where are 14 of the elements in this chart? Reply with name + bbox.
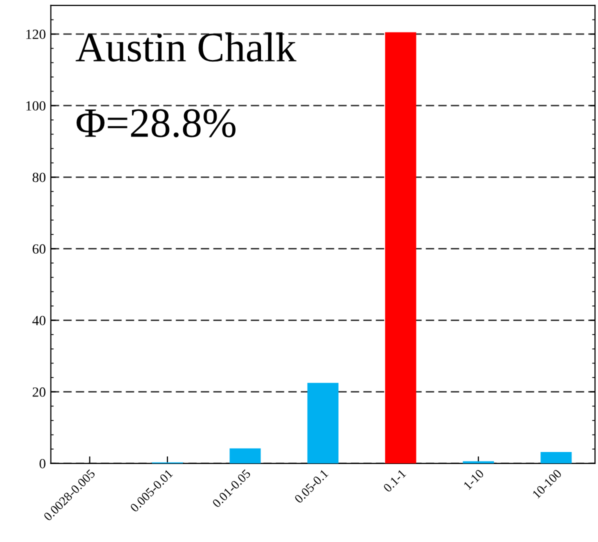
y-tick-label: 60 <box>32 244 46 254</box>
y-tick-label: 100 <box>26 101 46 111</box>
y-tick-label: 120 <box>26 30 46 39</box>
annotation: Austin Chalk <box>76 32 296 62</box>
y-tick-label: 40 <box>32 316 46 326</box>
bar <box>540 452 572 464</box>
bar <box>307 382 338 464</box>
annotation: Φ=28.8% <box>76 109 236 138</box>
bar <box>230 448 261 464</box>
y-tick-label: 80 <box>32 172 46 182</box>
x-tick-label: 1-10 <box>463 468 484 490</box>
bar <box>385 32 416 464</box>
y-tick-label: 0 <box>40 458 46 468</box>
y-tick-label: 20 <box>32 387 46 397</box>
